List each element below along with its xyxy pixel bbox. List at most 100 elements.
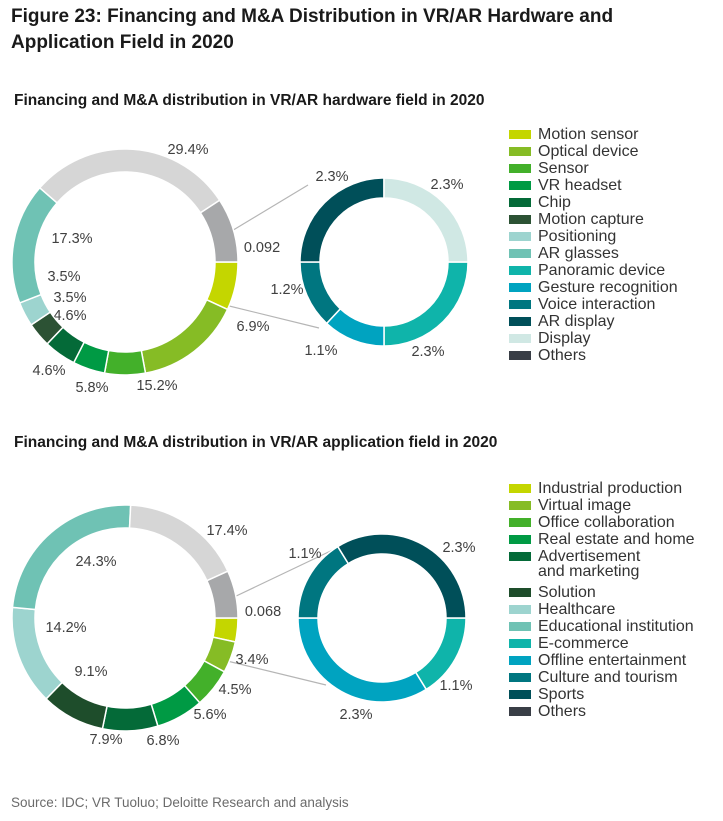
legend-swatch: [509, 300, 531, 309]
legend-item-optical-device: Optical device: [509, 142, 678, 160]
legend-item-office-collaboration: Office collaboration: [509, 513, 695, 531]
legend-label: Gesture recognition: [538, 279, 678, 296]
breakout-label-e-commerce: 1.1%: [439, 678, 472, 694]
breakout-label-sports: 2.3%: [442, 540, 475, 556]
legend-swatch: [509, 266, 531, 275]
legend-item-motion-sensor: Motion sensor: [509, 125, 678, 143]
legend-swatch: [509, 249, 531, 258]
data-label-industrial-production: 3.4%: [235, 652, 268, 668]
legend-label: Sensor: [538, 160, 589, 177]
legend-label: Culture and tourism: [538, 669, 678, 686]
legend-swatch: [509, 164, 531, 173]
legend-item-voice-interaction: Voice interaction: [509, 295, 678, 313]
data-label-optical-device: 15.2%: [136, 378, 177, 394]
legend-swatch: [509, 622, 531, 631]
legend-item-solution: Solution: [509, 583, 695, 601]
breakout-label-offline-entertainment: 2.3%: [339, 707, 372, 723]
legend-item-real-estate-and-home: Real estate and home: [509, 530, 695, 548]
legend-item-sports: Sports: [509, 685, 695, 703]
legend-label: Panoramic device: [538, 262, 666, 279]
legend-label: Sports: [538, 686, 585, 703]
legend-label: Motion sensor: [538, 126, 639, 143]
hardware-chart-title: Financing and M&A distribution in VR/AR …: [14, 92, 485, 109]
legend-swatch: [509, 535, 531, 544]
source-note: Source: IDC; VR Tuoluo; Deloitte Researc…: [11, 795, 349, 810]
legend-label: Optical device: [538, 143, 639, 160]
legend-swatch: [509, 588, 531, 597]
data-label-vr-headset: 4.6%: [32, 363, 65, 379]
legend-item-offline-entertainment: Offline entertainment: [509, 651, 695, 669]
slice-others: [199, 199, 239, 263]
breakout-label-voice-interaction: 1.2%: [270, 282, 303, 298]
legend-swatch: [509, 484, 531, 493]
legend-swatch: [509, 501, 531, 510]
legend-item-healthcare: Healthcare: [509, 600, 695, 618]
breakout-slice-sports: [336, 533, 467, 619]
legend-label: Educational institution: [538, 618, 694, 635]
legend-item-ar-glasses: AR glasses: [509, 244, 678, 262]
legend-label: Motion capture: [538, 211, 644, 228]
data-label-healthcare: 14.2%: [45, 620, 86, 636]
data-label-others: 0.068: [245, 604, 281, 620]
legend-item-culture-and-tourism: Culture and tourism: [509, 668, 695, 686]
application-donut-chart: 3.4% 4.5% 5.6% 6.8% 7.9% 9.1% 14.2% 24.3% 17.4% 0…: [11, 504, 476, 749]
breakout-label-display: 2.3%: [430, 177, 463, 193]
application-legend: Industrial production Virtual image Office…: [509, 479, 695, 720]
slice-others-grey: [128, 504, 229, 582]
legend-item-educational-institution: Educational institution: [509, 617, 695, 635]
legend-swatch: [509, 673, 531, 682]
legend-swatch: [509, 147, 531, 156]
legend-label: Solution: [538, 584, 596, 601]
legend-label: Display: [538, 330, 591, 347]
data-label-motion-capture: 3.5%: [53, 290, 86, 306]
legend-label: Chip: [538, 194, 571, 211]
application-chart-title: Financing and M&A distribution in VR/AR …: [14, 434, 498, 451]
figure-title: Figure 23: Financing and M&A Distributio…: [11, 6, 614, 53]
legend-label: Office collaboration: [538, 514, 675, 531]
legend-swatch: [509, 351, 531, 360]
legend-item-virtual-image: Virtual image: [509, 496, 695, 514]
legend-swatch: [509, 707, 531, 716]
legend-label: Advertisement and marketing: [538, 548, 641, 580]
legend-item-positioning: Positioning: [509, 227, 678, 245]
breakout-label-gesture-recognition: 1.1%: [304, 343, 337, 359]
legend-label: Others: [538, 703, 587, 720]
data-label-others: 0.092: [244, 240, 280, 256]
legend-swatch: [509, 639, 531, 648]
legend-swatch: [509, 334, 531, 343]
hardware-legend: Motion sensor Optical device Sensor VR head…: [509, 125, 678, 364]
legend-item-e-commerce: E-commerce: [509, 634, 695, 652]
breakout-slice-offline-entertainment: [297, 617, 428, 703]
breakout-connector-2: [222, 659, 327, 686]
legend-swatch: [509, 605, 531, 614]
legend-label: Healthcare: [538, 601, 616, 618]
legend-item-chip: Chip: [509, 193, 678, 211]
legend-swatch: [509, 656, 531, 665]
legend-item-motion-capture: Motion capture: [509, 210, 678, 228]
legend-label: Offline entertainment: [538, 652, 687, 669]
data-label-sensor: 5.8%: [75, 380, 108, 396]
breakout-connector-1: [229, 184, 309, 233]
legend-item-panoramic-device: Panoramic device: [509, 261, 678, 279]
legend-item-sensor: Sensor: [509, 159, 678, 177]
legend-item-advertisement-and-marketing: Advertisement and marketing: [509, 547, 695, 583]
legend-swatch: [509, 215, 531, 224]
data-label-motion-sensor: 6.9%: [236, 319, 269, 335]
data-label-chip: 4.6%: [53, 308, 86, 324]
legend-swatch: [509, 552, 531, 561]
legend-item-ar-display: AR display: [509, 312, 678, 330]
legend-swatch: [509, 232, 531, 241]
legend-swatch: [509, 690, 531, 699]
legend-label: AR glasses: [538, 245, 619, 262]
legend-swatch: [509, 181, 531, 190]
legend-label: Industrial production: [538, 480, 683, 497]
data-label-advertisement-and-marketing: 7.9%: [89, 732, 122, 748]
legend-label: Voice interaction: [538, 296, 656, 313]
legend-item-vr-headset: VR headset: [509, 176, 678, 194]
legend-label: Positioning: [538, 228, 617, 245]
data-label-solution: 9.1%: [74, 664, 107, 680]
legend-item-industrial-production: Industrial production: [509, 479, 695, 497]
breakout-connector-2: [216, 302, 320, 329]
hardware-donut-chart: 6.9% 15.2% 5.8% 4.6% 4.6% 3.5% 3.5% 17.3% 29.4% 0…: [11, 142, 469, 396]
data-label-educational-institution: 24.3%: [75, 554, 116, 570]
